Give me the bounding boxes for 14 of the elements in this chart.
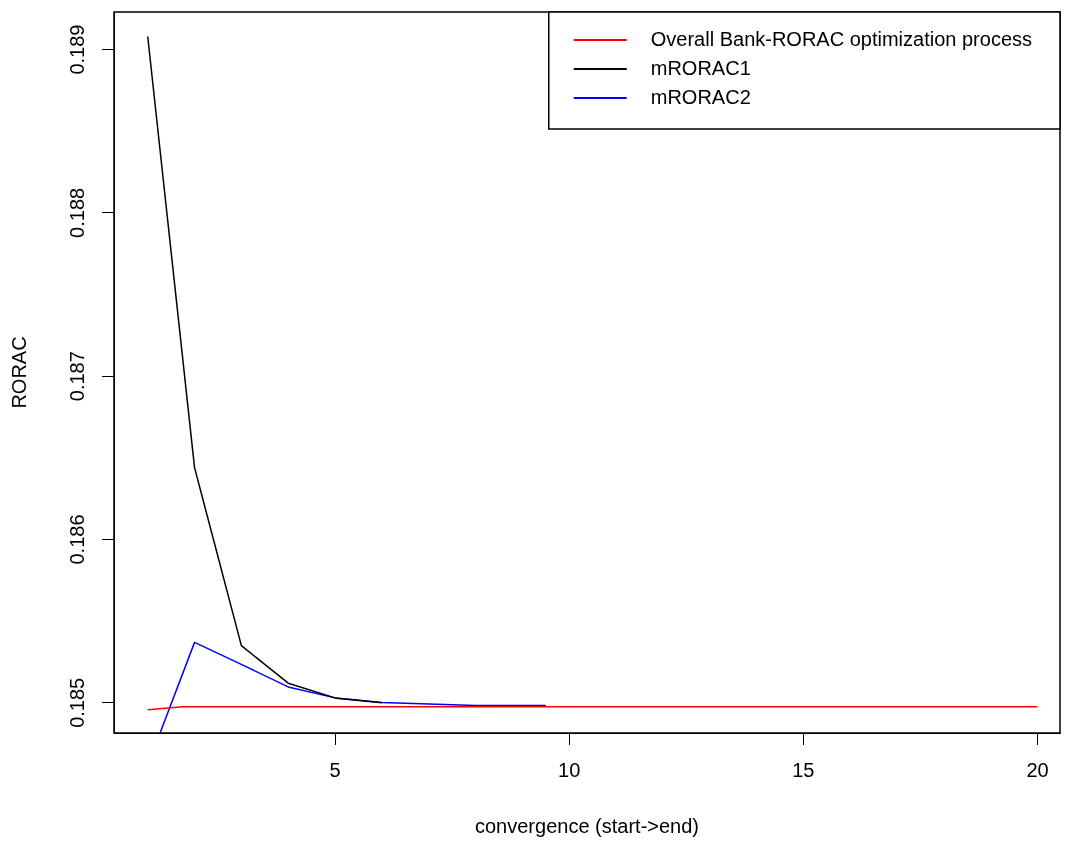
legend-label: mRORAC2 xyxy=(650,85,751,108)
y-tick-label: 0.185 xyxy=(65,677,88,728)
x-tick-label: 10 xyxy=(558,758,581,781)
x-tick-label: 5 xyxy=(329,758,341,781)
legend-label: mRORAC1 xyxy=(650,56,751,79)
x-tick-label: 20 xyxy=(1026,758,1049,781)
y-tick-label: 0.187 xyxy=(65,351,88,402)
y-axis-title: RORAC xyxy=(7,336,30,409)
x-axis-title: convergence (start->end) xyxy=(474,814,700,837)
legend-label: Overall Bank-RORAC optimization process xyxy=(650,27,1033,50)
y-tick-label: 0.188 xyxy=(65,187,88,238)
y-tick-label: 0.186 xyxy=(65,514,88,565)
x-tick-label: 15 xyxy=(792,758,815,781)
y-tick-label: 0.189 xyxy=(65,24,88,75)
